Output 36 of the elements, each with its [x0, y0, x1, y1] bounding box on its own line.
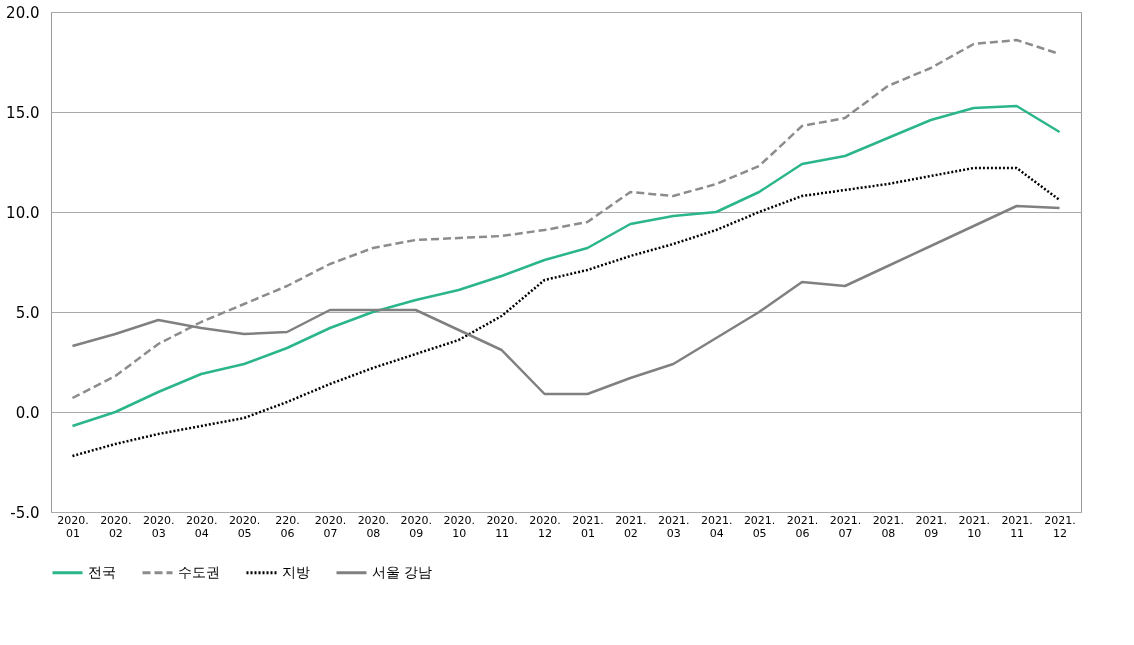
x-tick-label: 2020. 01 [57, 513, 89, 540]
line-series [71, 104, 1061, 428]
x-tick-label: 2021. 05 [743, 513, 776, 540]
x-tick-label: 2021. 06 [786, 513, 819, 540]
x-tick-label: 220. 06 [275, 513, 300, 540]
x-tick-label: 2020. 11 [486, 513, 518, 540]
legend-label: 지방 [282, 563, 310, 580]
legend-label: 서울 강남 [372, 563, 433, 580]
x-tick-label: 2020. 03 [143, 513, 175, 540]
x-tick-label: 2020. 08 [357, 513, 390, 540]
x-tick-label: 2021. 09 [915, 513, 948, 540]
x-tick-label: 2021. 01 [572, 513, 604, 540]
x-tick-label: 2021. 08 [872, 513, 905, 540]
x-tick-label: 2021. 11 [1001, 513, 1033, 540]
y-tick-label: 0.0 [15, 403, 40, 422]
x-tick-label: 2020. 04 [185, 513, 218, 540]
x-tick-label: 2021. 03 [658, 513, 690, 540]
x-tick-label: 2020. 10 [443, 513, 475, 540]
x-tick-label: 2020. 05 [228, 513, 261, 540]
x-tick-label: 2021. 02 [615, 513, 647, 540]
legend-label: 수도권 [178, 563, 220, 580]
legend-label: 전국 [88, 563, 116, 580]
x-tick-label: 2021. 12 [1044, 513, 1076, 540]
y-tick-label: 5.0 [15, 303, 40, 322]
x-tick-label: 2020. 07 [314, 513, 347, 540]
x-tick-label: 2021. 10 [958, 513, 990, 540]
y-tick-label: 15.0 [6, 103, 40, 122]
x-tick-label: 2020. 02 [100, 513, 132, 540]
y-tick-label: -5.0 [10, 503, 40, 522]
y-tick-label: 20.0 [6, 3, 40, 22]
line-series [71, 166, 1061, 458]
x-tick-label: 2020. 09 [400, 513, 433, 540]
x-tick-label: 2021. 04 [700, 513, 733, 540]
y-tick-label: 10.0 [6, 203, 40, 222]
x-tick-label: 2021. 07 [829, 513, 862, 540]
x-tick-label: 2020. 12 [529, 513, 561, 540]
